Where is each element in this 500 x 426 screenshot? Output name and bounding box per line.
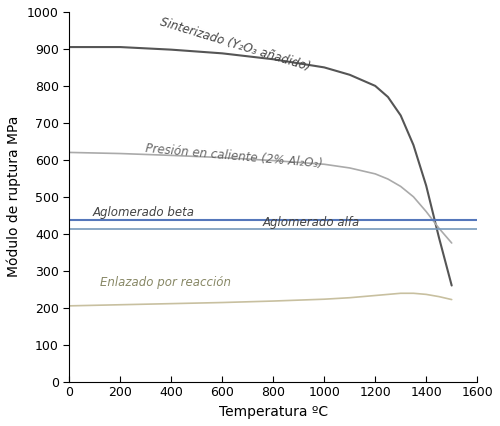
Text: Enlazado por reacción: Enlazado por reacción (100, 276, 231, 289)
Y-axis label: Módulo de ruptura MPa: Módulo de ruptura MPa (7, 116, 22, 277)
Text: Aglomerado alfa: Aglomerado alfa (263, 216, 360, 229)
Text: Aglomerado beta: Aglomerado beta (92, 206, 194, 219)
X-axis label: Temperatura ºC: Temperatura ºC (218, 405, 328, 419)
Text: Presión en caliente (2% Al₂O₃): Presión en caliente (2% Al₂O₃) (144, 143, 323, 171)
Text: Sinterizado (Y₂O₃ añadido): Sinterizado (Y₂O₃ añadido) (158, 16, 312, 74)
